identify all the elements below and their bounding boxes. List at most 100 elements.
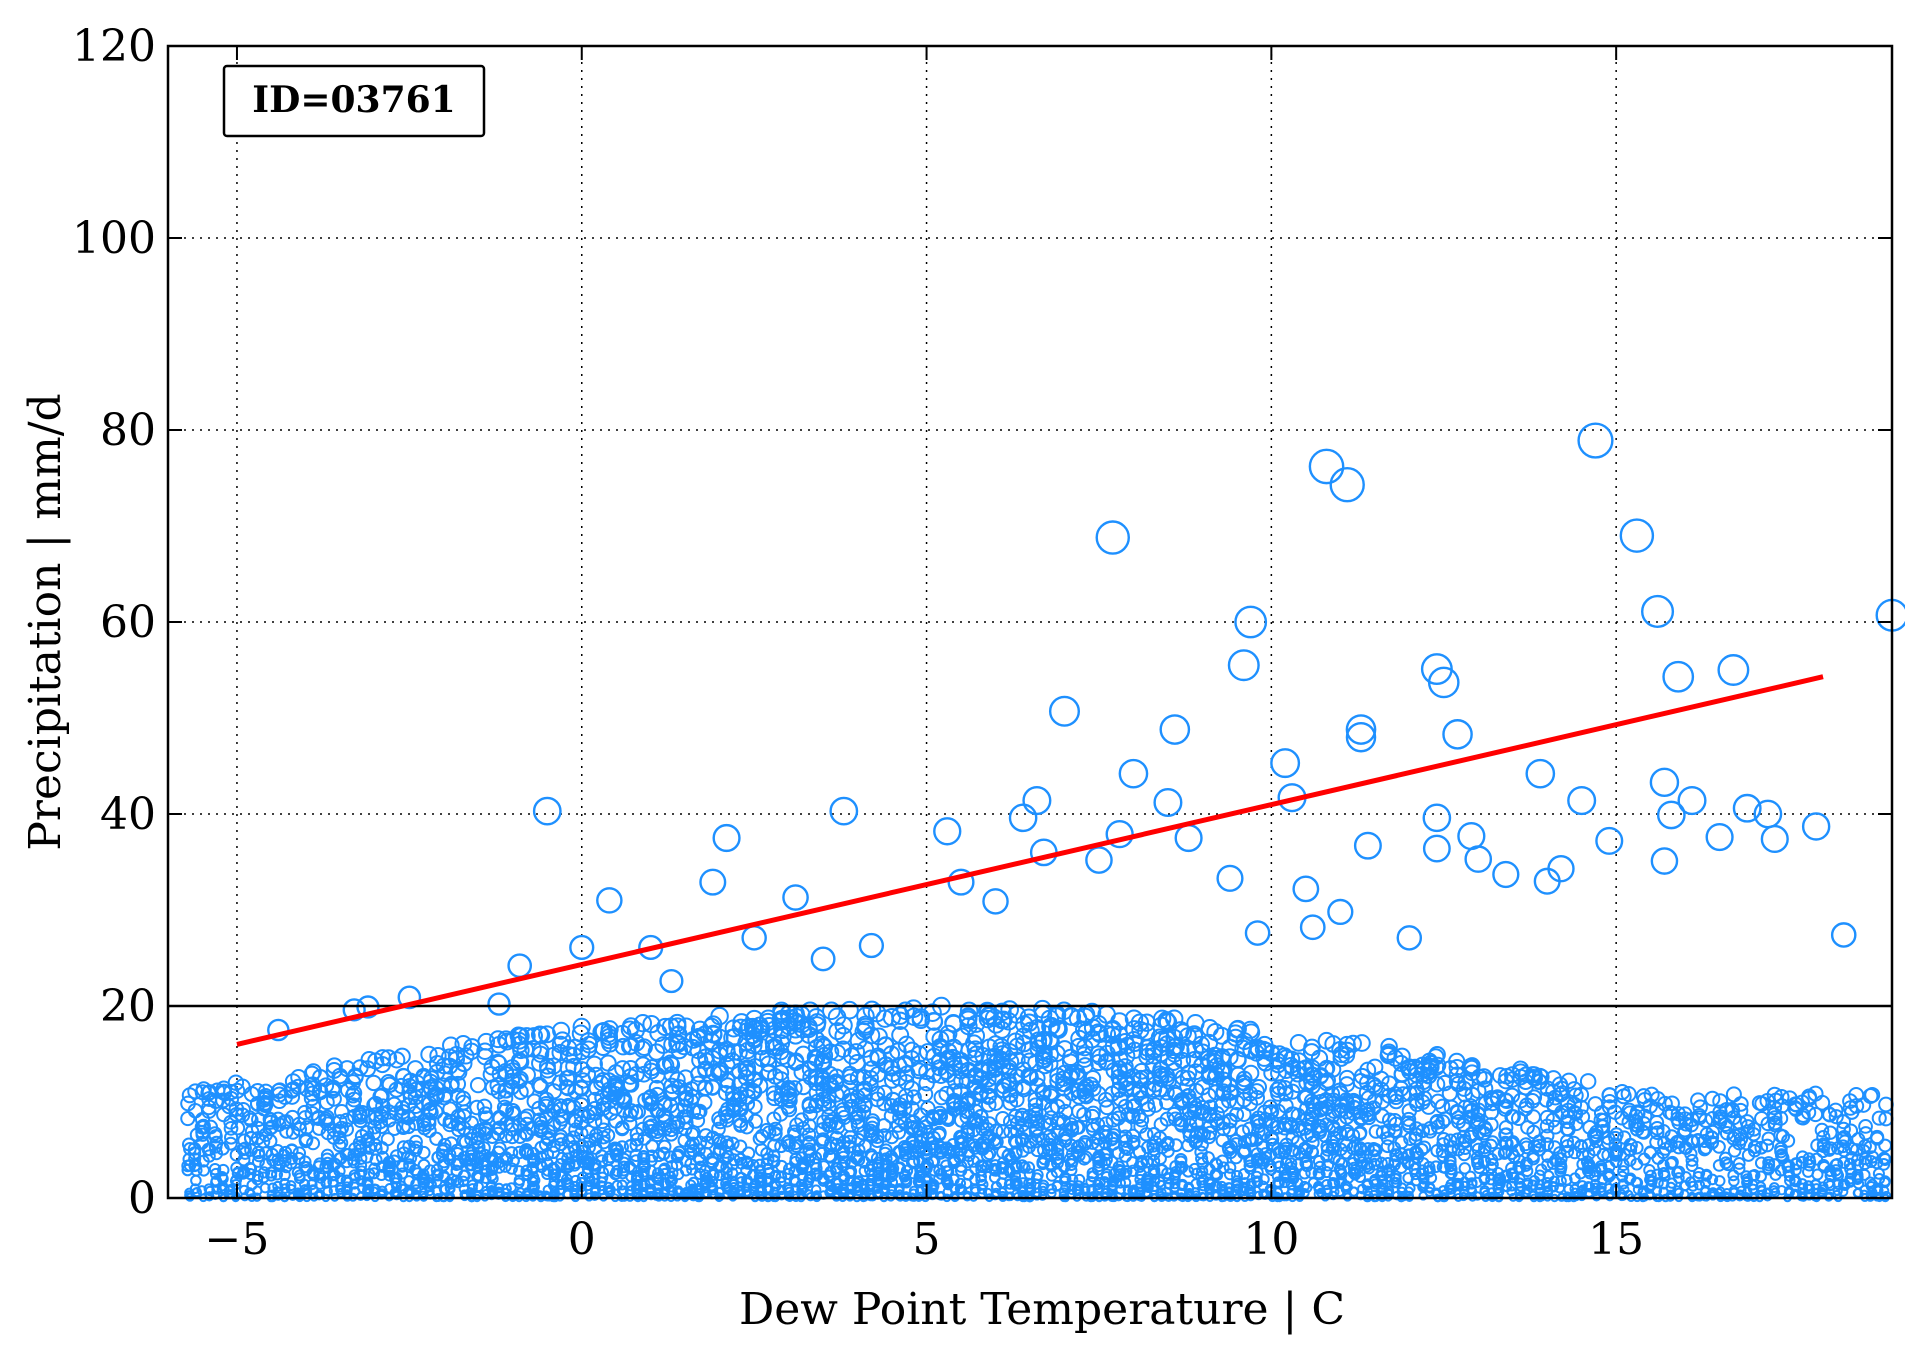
data-point-cloud — [1353, 1148, 1367, 1162]
data-point-cloud — [1832, 1185, 1843, 1197]
data-point-cloud — [828, 1022, 847, 1041]
data-point-cloud — [926, 1155, 940, 1169]
data-point-cloud — [1190, 1187, 1201, 1198]
data-point-cloud — [775, 1159, 788, 1173]
data-point-cloud — [334, 1135, 349, 1150]
data-point-cloud — [1200, 1087, 1217, 1104]
data-point-cloud — [1871, 1110, 1887, 1126]
data-point-cloud — [1169, 1178, 1181, 1190]
data-point-cloud — [725, 1136, 740, 1151]
data-point-cloud — [1382, 1187, 1393, 1198]
data-point-cloud — [431, 1168, 444, 1181]
data-point-cloud — [1458, 1162, 1472, 1175]
data-point-cloud — [229, 1082, 246, 1099]
data-point-cloud — [1867, 1187, 1878, 1198]
data-point-cloud — [1718, 1151, 1733, 1165]
data-point-cloud — [1580, 1155, 1594, 1169]
data-point-cloud — [900, 1177, 913, 1189]
data-point-cloud — [1094, 1176, 1106, 1189]
data-point-cloud — [1746, 1121, 1762, 1137]
data-point-cloud — [1727, 1144, 1742, 1158]
data-point-cloud — [1560, 1144, 1575, 1159]
y-tick-label: 80 — [100, 405, 156, 456]
data-point-cloud — [1582, 1161, 1596, 1175]
data-point-cloud — [1360, 1159, 1374, 1173]
data-point-cloud — [533, 1158, 547, 1171]
data-point-cloud — [862, 1026, 881, 1045]
data-point-cloud — [1303, 1066, 1321, 1083]
data-point-cloud — [684, 1139, 698, 1154]
data-point-cloud — [1574, 1109, 1591, 1125]
data-point-cloud — [1601, 1148, 1615, 1162]
data-point-cloud — [1380, 1139, 1395, 1154]
data-point-cloud — [779, 1050, 797, 1068]
data-point-cloud — [1774, 1141, 1788, 1156]
data-point-cloud — [1258, 1147, 1273, 1161]
data-point-cloud — [244, 1168, 257, 1181]
data-point-cloud — [637, 1157, 651, 1171]
data-point-cloud — [362, 1176, 374, 1188]
data-point-cloud — [1423, 1164, 1436, 1177]
data-point-cloud — [1134, 1112, 1150, 1128]
data-point-cloud — [1324, 1085, 1341, 1102]
data-point-cloud — [1084, 1069, 1102, 1087]
data-point-cloud — [1741, 1176, 1753, 1189]
data-point-cloud — [1547, 1180, 1559, 1192]
data-point-cloud — [324, 1080, 341, 1097]
data-point-cloud — [238, 1141, 252, 1156]
data-point-cloud — [1119, 1167, 1132, 1180]
data-point-cloud — [202, 1149, 216, 1163]
data-point-cloud — [1616, 1170, 1629, 1183]
data-point-cloud — [1649, 1135, 1664, 1150]
data-point-cloud — [993, 1002, 1012, 1022]
data-point-cloud — [292, 1146, 307, 1160]
y-tick-label: 0 — [128, 1173, 156, 1224]
data-point-cloud — [1007, 1080, 1024, 1097]
data-point — [1641, 594, 1675, 628]
data-point-cloud — [1450, 1132, 1465, 1147]
data-point-cloud — [1579, 1073, 1597, 1090]
data-point-cloud — [279, 1178, 291, 1190]
data-point-cloud — [1540, 1128, 1555, 1143]
data-point-cloud — [1209, 1167, 1222, 1180]
data-point — [829, 796, 859, 826]
data-point-cloud — [292, 1151, 306, 1166]
data-point-cloud — [1692, 1099, 1708, 1115]
data-point-cloud — [698, 1128, 713, 1143]
data-point-cloud — [1651, 1168, 1664, 1181]
data-point-cloud — [444, 1182, 456, 1194]
data-point — [1656, 800, 1686, 830]
data-point-cloud — [457, 1047, 475, 1065]
data-point-cloud — [782, 1167, 795, 1181]
data-point-cloud — [1141, 1155, 1155, 1169]
data-point-cloud — [1811, 1168, 1824, 1181]
data-point-cloud — [224, 1130, 239, 1145]
data-point-cloud — [657, 1139, 672, 1154]
data-point-cloud — [1243, 1154, 1257, 1168]
data-point-cloud — [1848, 1098, 1865, 1114]
data-point-cloud — [1657, 1166, 1670, 1180]
data-point-cloud — [924, 1012, 944, 1031]
data-point-cloud — [690, 1113, 706, 1128]
data-point-cloud — [387, 1121, 402, 1136]
data-point-cloud — [340, 1155, 354, 1169]
data-point-cloud — [1001, 1149, 1015, 1163]
data-point-cloud — [1824, 1180, 1836, 1192]
data-point — [1595, 826, 1624, 855]
data-point-cloud — [1404, 1190, 1414, 1201]
data-point-cloud — [1403, 1186, 1414, 1197]
data-point-cloud — [513, 1177, 525, 1189]
y-tick-label: 100 — [72, 213, 156, 264]
data-point-cloud — [602, 1185, 614, 1197]
data-point-cloud — [1783, 1187, 1794, 1198]
data-point — [1353, 831, 1382, 860]
data-point-cloud — [807, 1016, 826, 1035]
data-point-cloud — [223, 1121, 239, 1136]
data-point-cloud — [1864, 1155, 1878, 1168]
data-point-cloud — [208, 1139, 223, 1154]
data-point-cloud — [1147, 1142, 1161, 1157]
data-point-cloud — [332, 1138, 347, 1153]
data-point-cloud — [251, 1154, 265, 1168]
data-point-cloud — [1071, 1119, 1086, 1135]
